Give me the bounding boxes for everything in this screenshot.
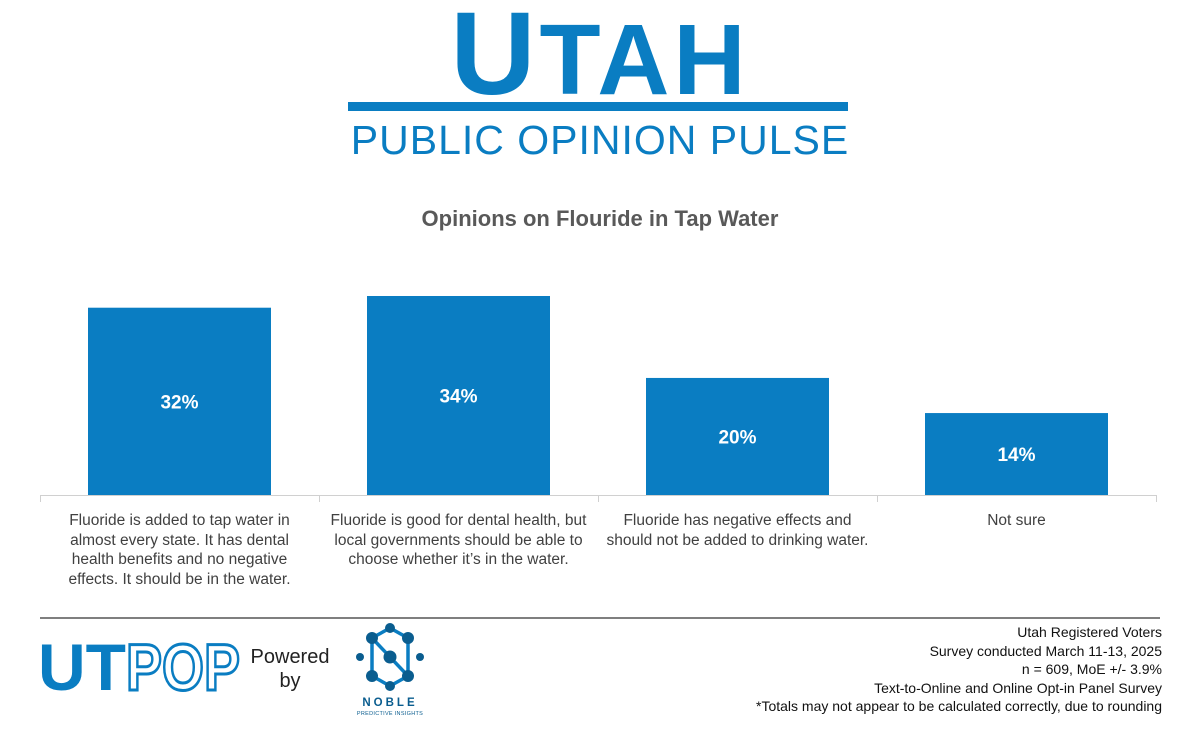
bar-value-label: 20% <box>718 427 756 448</box>
bar-value-label: 14% <box>997 445 1035 466</box>
category-label: Fluoride is good for dental health, but … <box>330 512 587 568</box>
bar-value-label: 34% <box>439 387 477 408</box>
chart-title: Opinions on Flouride in Tap Water <box>421 206 779 231</box>
powered-line: Powered <box>250 646 330 668</box>
partner-subtitle: PREDICTIVE INSIGHTS <box>356 711 424 717</box>
category-label: Fluoride is added to tap water in almost… <box>68 512 291 588</box>
brand-subtitle: PUBLIC OPINION PULSE <box>350 117 850 163</box>
header: UTAH PUBLIC OPINION PULSE <box>0 0 1200 170</box>
logo-ut-text: UT <box>38 630 126 698</box>
note-line: *Totals may not appear to be calculated … <box>756 698 1162 714</box>
note-line: Text-to-Online and Online Opt-in Panel S… <box>874 679 1162 696</box>
brand-divider <box>348 102 848 111</box>
noble-network-icon <box>356 623 424 691</box>
note-line: Survey conducted March 11-13, 2025 <box>929 642 1162 659</box>
brand-rest: TAH <box>539 4 750 116</box>
utpop-logo: UT POP <box>38 629 242 699</box>
brand-title: UTAH <box>0 0 1200 113</box>
note-line: Utah Registered Voters <box>1017 624 1162 640</box>
brand-initial: U <box>450 0 540 120</box>
partner-name: NOBLE <box>362 697 418 709</box>
note-line: n = 609, MoE +/- 3.9% <box>1021 661 1162 677</box>
bar-2 <box>367 296 550 495</box>
bar-4 <box>925 413 1108 495</box>
category-label: Fluoride has negative effects and should… <box>606 512 869 549</box>
survey-notes: Utah Registered Voters Survey conducted … <box>756 623 1162 716</box>
bar-1 <box>88 307 271 495</box>
footer-divider <box>40 617 1160 619</box>
bar-3 <box>646 377 829 495</box>
bar-chart: 32% 34% 20% 14% <box>40 296 1157 502</box>
powered-by: Powered by <box>247 645 333 693</box>
by-line: by <box>279 670 301 692</box>
bar-value-label: 32% <box>160 392 198 413</box>
bars-group: 32% 34% 20% 14% <box>88 296 1108 495</box>
category-label: Not sure <box>987 512 1046 529</box>
x-axis <box>40 495 1157 502</box>
logo-pop-text: POP <box>126 630 240 698</box>
